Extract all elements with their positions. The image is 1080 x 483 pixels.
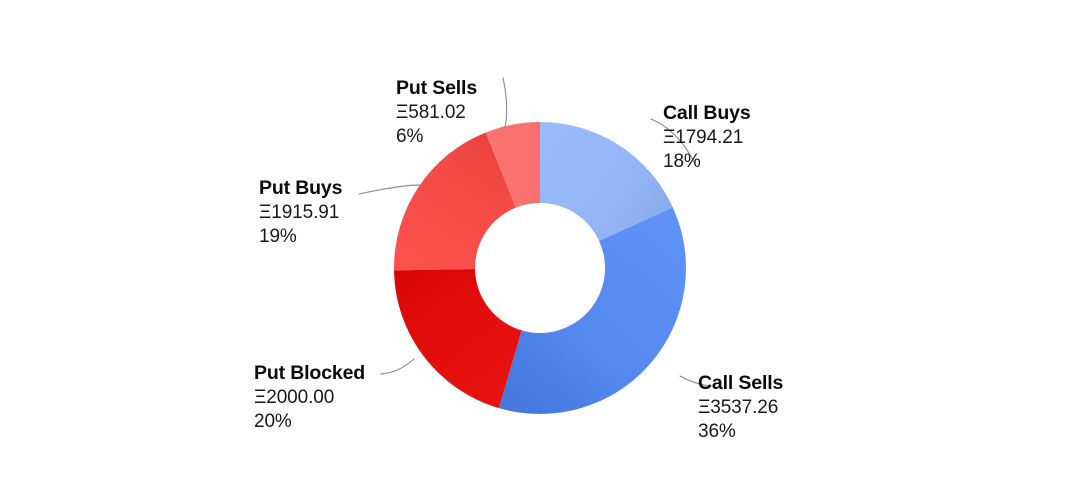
slice-label-put-buys: Put Buys Ξ1915.91 19%	[259, 176, 342, 250]
slice-label-put-blocked: Put Blocked Ξ2000.00 20%	[254, 361, 365, 435]
leader-lines	[358, 77, 710, 387]
slice-label-title: Call Buys	[663, 102, 751, 124]
slice-label-value: Ξ1915.91	[259, 201, 340, 223]
slice-label-value: Ξ581.02	[396, 101, 466, 123]
slice-put-blocked[interactable]	[394, 269, 522, 409]
slice-label-title: Call Sells	[698, 372, 784, 394]
slice-label-title: Put Blocked	[254, 362, 366, 384]
leader-line-put-sells	[502, 77, 508, 129]
slice-label-percent: 36%	[698, 421, 736, 443]
slice-label-value: Ξ2000.00	[254, 386, 335, 408]
slice-label-call-sells: Call Sells Ξ3537.26 36%	[698, 371, 783, 445]
slice-put-sells[interactable]	[485, 122, 540, 208]
leader-line-put-blocked	[380, 358, 415, 375]
slice-call-sells[interactable]	[498, 207, 687, 415]
leader-line-call-sells	[679, 375, 710, 387]
slice-label-put-sells: Put Sells Ξ581.02 6%	[396, 76, 477, 150]
donut-slices	[394, 122, 687, 415]
slice-label-title: Put Sells	[396, 77, 478, 99]
slice-label-title: Put Buys	[259, 177, 343, 199]
slice-label-call-buys: Call Buys Ξ1794.21 18%	[663, 101, 751, 175]
leader-line-put-buys	[358, 184, 422, 195]
slice-label-percent: 6%	[396, 126, 424, 148]
leader-line-call-buys	[650, 118, 696, 165]
slice-call-buys[interactable]	[540, 122, 673, 241]
slice-label-value: Ξ1794.21	[663, 126, 744, 148]
slice-label-value: Ξ3537.26	[698, 396, 779, 418]
slice-label-percent: 18%	[663, 151, 701, 173]
slice-put-buys[interactable]	[394, 132, 516, 271]
slice-label-percent: 20%	[254, 411, 292, 433]
slice-label-percent: 19%	[259, 226, 297, 248]
